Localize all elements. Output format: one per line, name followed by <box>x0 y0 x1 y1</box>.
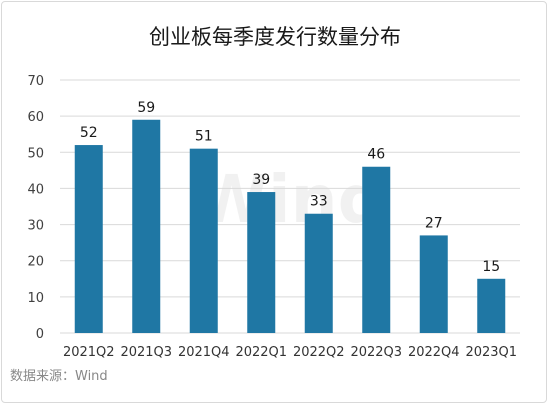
x-tick-label: 2022Q1 <box>235 345 287 360</box>
y-tick-label: 20 <box>27 255 44 270</box>
data-label: 46 <box>367 147 385 163</box>
bar <box>189 148 218 333</box>
data-label: 52 <box>80 125 98 141</box>
bar <box>419 235 448 333</box>
x-tick-label: 2021Q2 <box>63 345 115 360</box>
x-tick-label: 2022Q3 <box>350 345 402 360</box>
y-tick-label: 10 <box>27 291 44 306</box>
data-label: 15 <box>482 259 500 275</box>
bar <box>74 145 103 333</box>
x-tick-label: 2021Q4 <box>178 345 230 360</box>
chart-title: 创业板每季度发行数量分布 <box>149 25 401 49</box>
bar <box>362 166 391 333</box>
data-label: 39 <box>252 172 270 188</box>
bar <box>477 278 506 333</box>
source-note: 数据来源：Wind <box>10 369 108 384</box>
data-label: 33 <box>310 194 328 210</box>
x-tick-label: 2022Q4 <box>408 345 460 360</box>
bars <box>74 119 506 333</box>
x-tick-label: 2021Q3 <box>120 345 172 360</box>
x-tick-label: 2023Q1 <box>465 345 517 360</box>
y-tick-label: 0 <box>36 327 44 342</box>
y-tick-label: 60 <box>27 110 44 125</box>
data-label: 51 <box>195 129 213 145</box>
y-tick-label: 50 <box>27 146 44 161</box>
data-labels: 52 59 51 39 33 46 27 15 <box>80 100 500 275</box>
y-tick-label: 40 <box>27 182 44 197</box>
bar <box>132 119 161 333</box>
watermark-logo: Wind <box>195 161 385 238</box>
x-tick-label: 2022Q2 <box>293 345 345 360</box>
x-axis-ticks: 2021Q2 2021Q3 2021Q4 2022Q1 2022Q2 2022Q3 2022… <box>63 345 517 360</box>
bar <box>304 213 333 333</box>
y-axis-ticks: 0 10 20 30 40 50 60 70 <box>27 74 44 342</box>
y-tick-label: 30 <box>27 219 44 234</box>
bar <box>247 192 276 333</box>
data-label: 27 <box>425 215 443 231</box>
data-label: 59 <box>137 100 155 116</box>
y-tick-label: 70 <box>27 74 44 89</box>
